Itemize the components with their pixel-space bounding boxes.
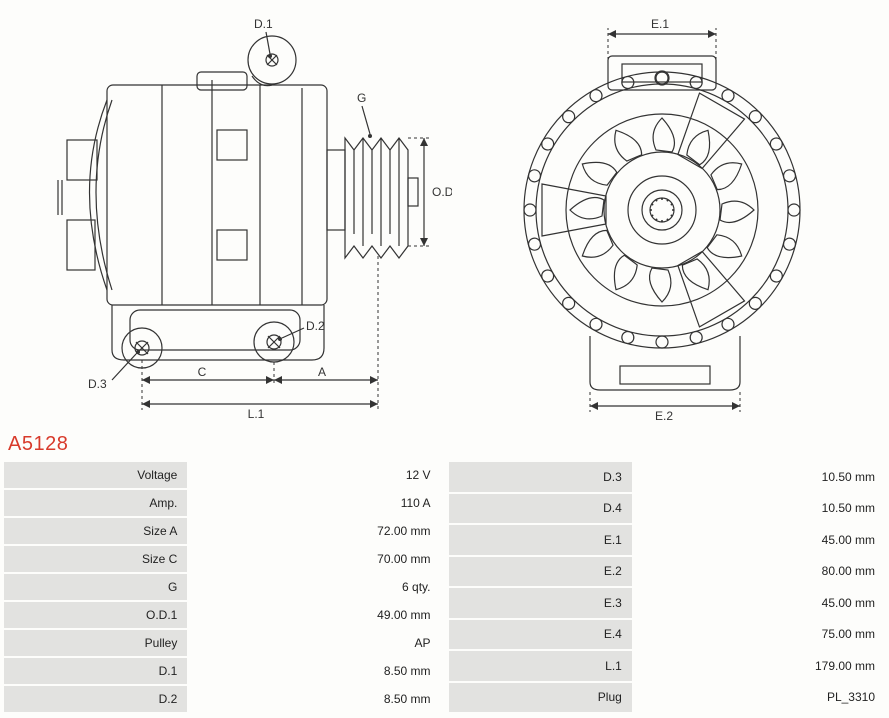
spec-value: 75.00 mm [632,620,885,650]
spec-value: 110 A [187,490,440,516]
spec-row: E.280.00 mm [449,557,886,587]
spec-label: D.1 [4,658,187,684]
spec-label: E.3 [449,588,632,618]
spec-value: 8.50 mm [187,686,440,712]
spec-row: E.475.00 mm [449,620,886,650]
spec-value: 10.50 mm [632,494,885,524]
spec-value: 10.50 mm [632,462,885,492]
spec-row: O.D.149.00 mm [4,602,441,628]
spec-label: D.2 [4,686,187,712]
front-view-drawing: E.1 [472,10,872,423]
spec-tables: Voltage12 VAmp.110 ASize A72.00 mmSize C… [4,460,885,714]
spec-row: Size A72.00 mm [4,518,441,544]
part-number: A5128 [8,433,885,456]
spec-row: E.345.00 mm [449,588,886,618]
spec-value: 12 V [187,462,440,488]
label-od1: O.D.1 [432,185,452,199]
spec-label: E.1 [449,525,632,555]
spec-row: Amp.110 A [4,490,441,516]
spec-label: O.D.1 [4,602,187,628]
spec-value: 72.00 mm [187,518,440,544]
label-g: G [357,91,366,105]
spec-label: D.3 [449,462,632,492]
spec-label: G [4,574,187,600]
label-c: C [198,365,207,379]
spec-label: Size A [4,518,187,544]
spec-row: D.410.50 mm [449,494,886,524]
label-e2: E.2 [655,409,673,420]
label-d1: D.1 [254,17,273,31]
spec-label: Pulley [4,630,187,656]
spec-row: Voltage12 V [4,462,441,488]
spec-row: D.28.50 mm [4,686,441,712]
label-d2: D.2 [306,319,325,333]
spec-value: 70.00 mm [187,546,440,572]
spec-table-left: Voltage12 VAmp.110 ASize A72.00 mmSize C… [4,460,441,714]
spec-row: G6 qty. [4,574,441,600]
spec-row: E.145.00 mm [449,525,886,555]
label-e1: E.1 [651,17,669,31]
spec-row: L.1179.00 mm [449,651,886,681]
side-view-drawing: G O.D.1 D.1 [12,10,452,423]
spec-value: 8.50 mm [187,658,440,684]
spec-row: PulleyAP [4,630,441,656]
spec-row: D.310.50 mm [449,462,886,492]
spec-label: D.4 [449,494,632,524]
label-d3: D.3 [88,377,107,391]
spec-label: E.2 [449,557,632,587]
spec-row: PlugPL_3310 [449,683,886,713]
spec-label: Size C [4,546,187,572]
spec-row: D.18.50 mm [4,658,441,684]
spec-value: 45.00 mm [632,525,885,555]
spec-label: Plug [449,683,632,713]
pulley-grooves [345,138,408,258]
spec-row: Size C70.00 mm [4,546,441,572]
spec-value: AP [187,630,440,656]
spec-label: Voltage [4,462,187,488]
spec-value: 6 qty. [187,574,440,600]
spec-label: Amp. [4,490,187,516]
label-l1: L.1 [248,407,265,420]
technical-drawings-row: G O.D.1 D.1 [4,4,885,423]
spec-value: PL_3310 [632,683,885,713]
label-a: A [318,365,326,379]
spec-label: L.1 [449,651,632,681]
spec-value: 49.00 mm [187,602,440,628]
spec-label: E.4 [449,620,632,650]
spec-value: 45.00 mm [632,588,885,618]
spec-table-right: D.310.50 mmD.410.50 mmE.145.00 mmE.280.0… [449,460,886,714]
spec-value: 179.00 mm [632,651,885,681]
spec-value: 80.00 mm [632,557,885,587]
